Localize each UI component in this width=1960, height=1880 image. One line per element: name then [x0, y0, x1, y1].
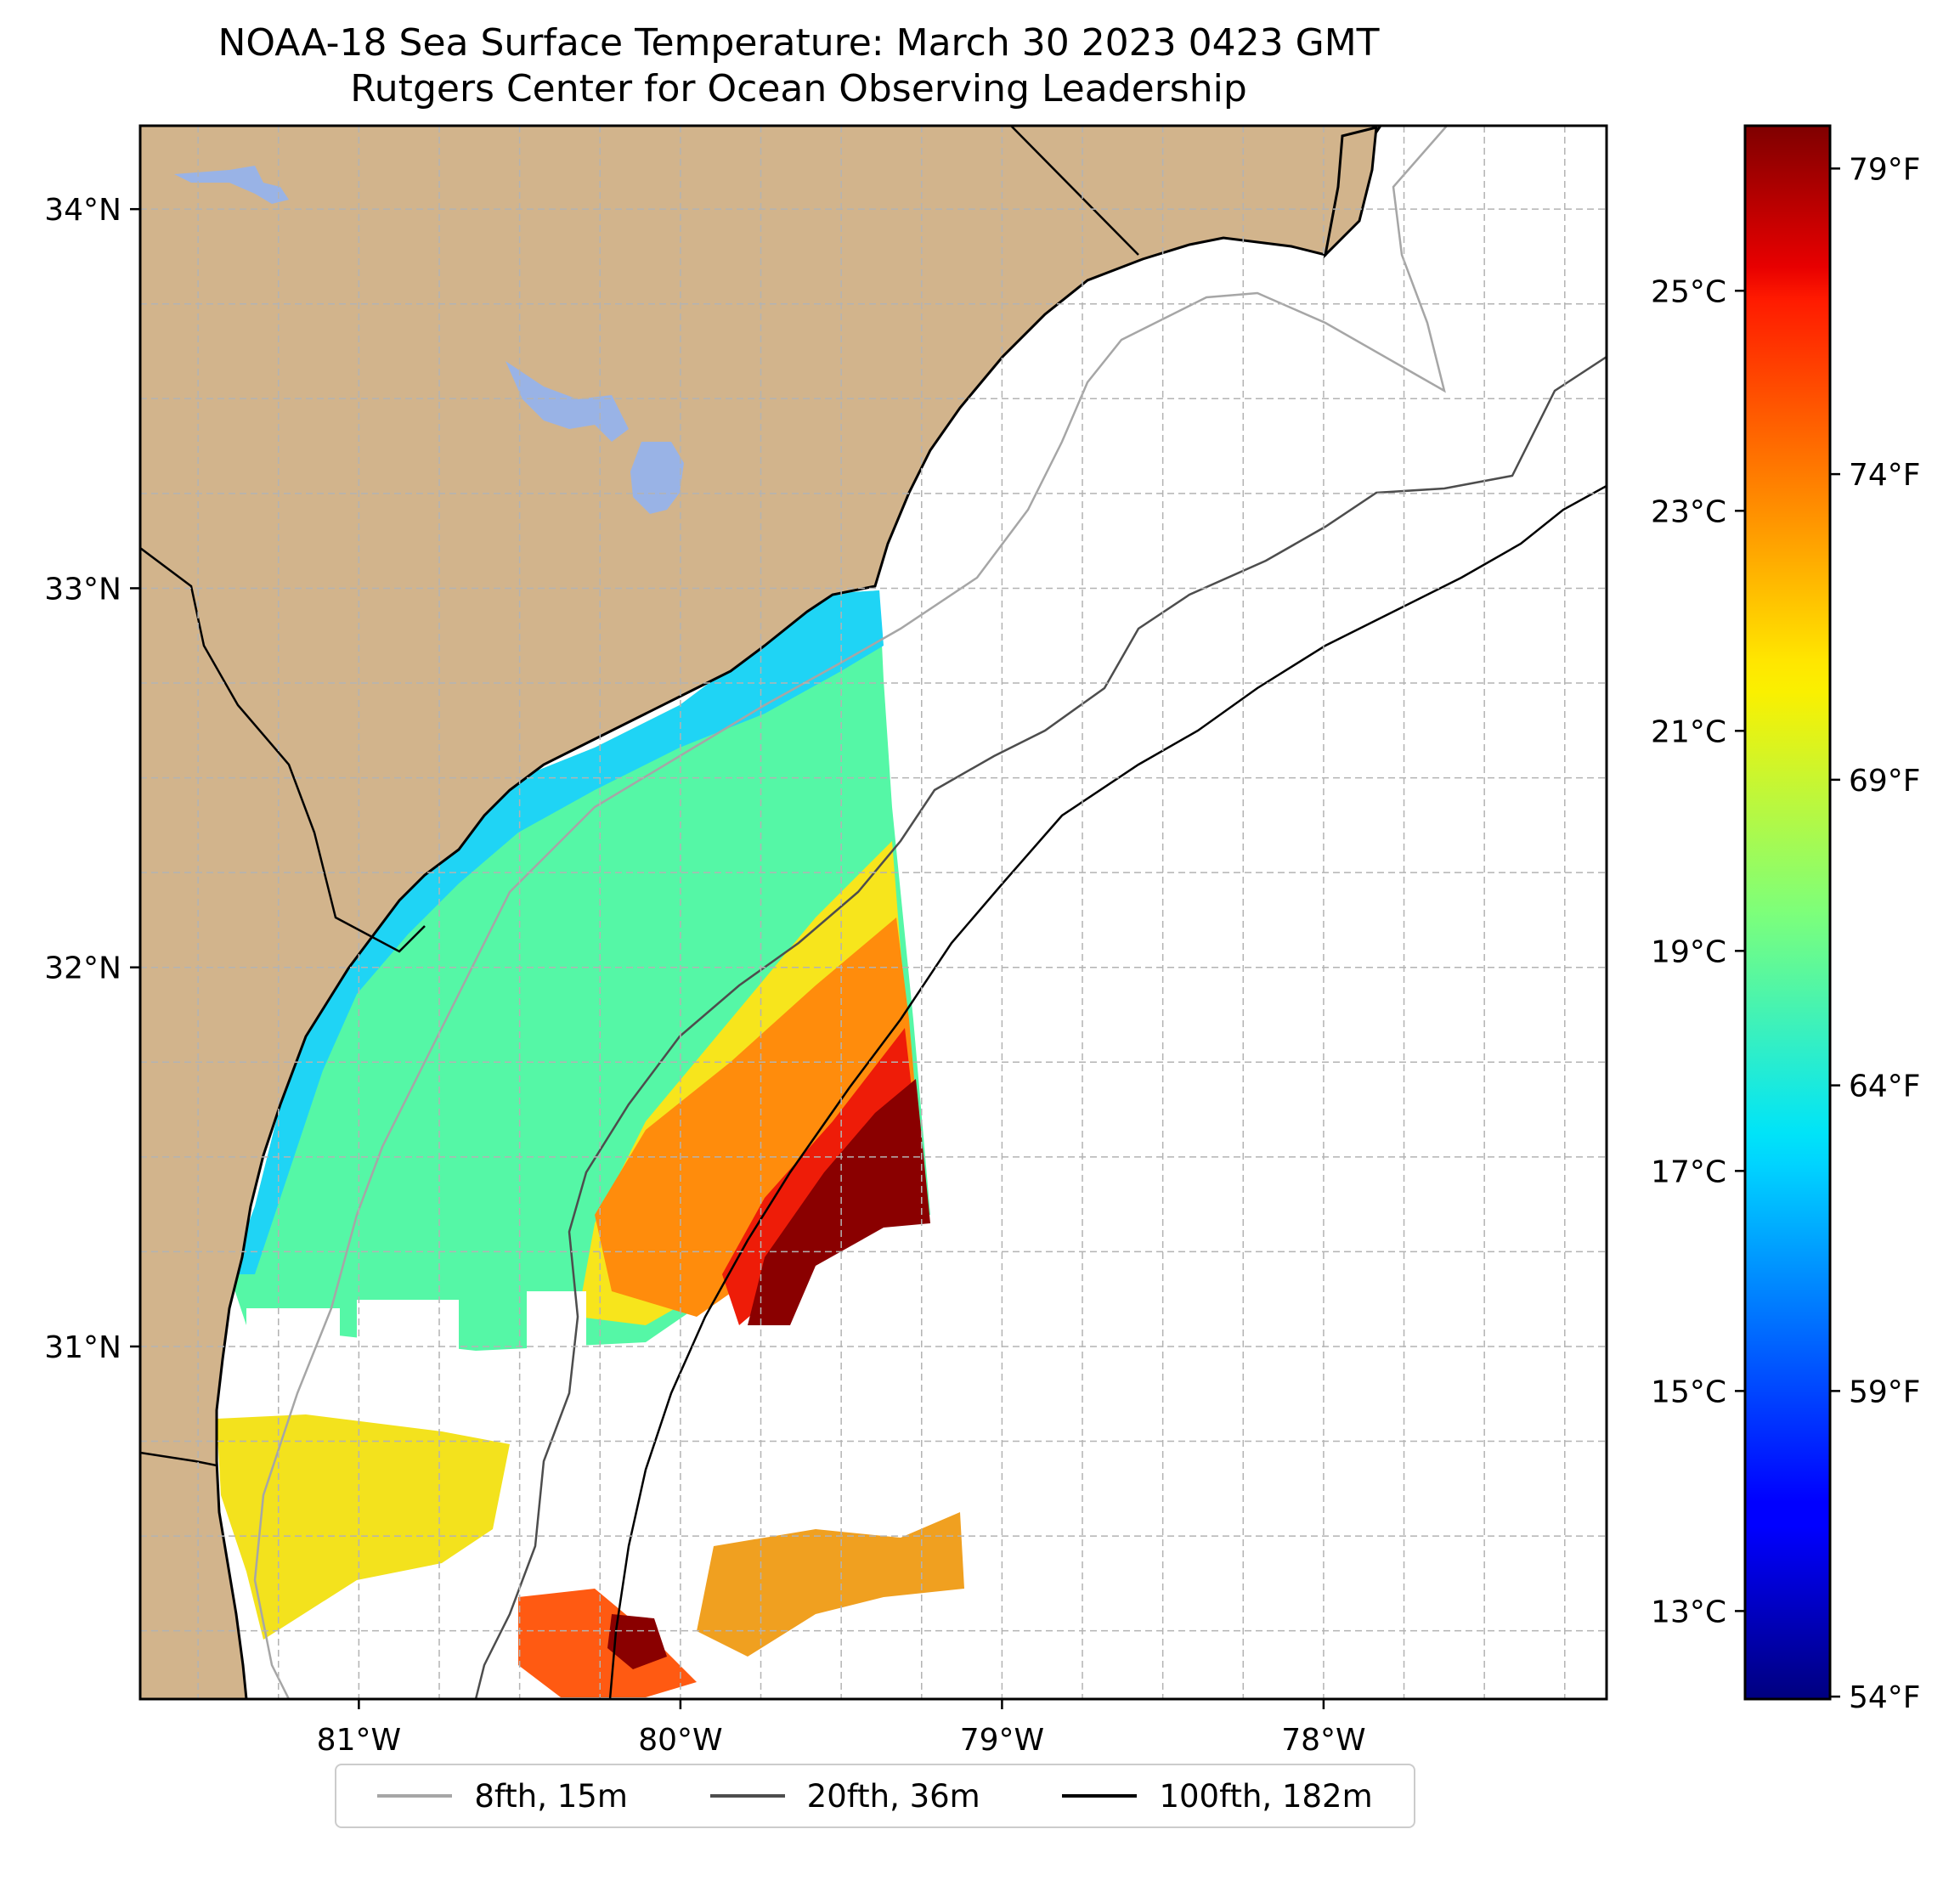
celsius-tick-label: 21°C: [1651, 714, 1726, 749]
legend-label: 100fth, 182m: [1159, 1777, 1373, 1815]
lon-tick-label: 81°W: [317, 1723, 401, 1758]
sst-southern-patch-1: [217, 1414, 510, 1640]
colorbar: [1743, 124, 1832, 1701]
lake-3: [630, 442, 684, 514]
sst-hot-core: [748, 1079, 930, 1325]
title-line-1: NOAA-18 Sea Surface Temperature: March 3…: [217, 21, 1380, 65]
isobath-20fth: [474, 355, 1607, 1699]
isobath-100fth: [608, 484, 1607, 1699]
legend-swatch: [709, 1794, 785, 1798]
sst-data: [217, 590, 964, 1699]
celsius-tick-label: 17°C: [1651, 1155, 1726, 1189]
celsius-tick-label: 25°C: [1651, 274, 1726, 309]
lake-1: [174, 166, 289, 204]
fahrenheit-tick-label: 69°F: [1849, 764, 1921, 799]
legend-label: 20fth, 36m: [806, 1777, 980, 1815]
lon-tick-label: 80°W: [638, 1723, 722, 1758]
lon-tick-label: 78°W: [1281, 1723, 1365, 1758]
celsius-tick-label: 23°C: [1651, 494, 1726, 529]
legend-item-20fth: 20fth, 36m: [709, 1777, 980, 1815]
fahrenheit-tick-label: 59°F: [1849, 1375, 1921, 1409]
lake-2: [506, 361, 629, 442]
map-frame: [138, 124, 1608, 1701]
fahrenheit-tick-label: 64°F: [1849, 1070, 1921, 1104]
lat-tick-label: 31°N: [44, 1330, 121, 1365]
map-title: NOAA-18 Sea Surface Temperature: March 3…: [0, 20, 1597, 112]
isobath-legend: 8fth, 15m 20fth, 36m 100fth, 182m: [335, 1764, 1415, 1828]
title-line-2: Rutgers Center for Ocean Observing Leade…: [350, 67, 1247, 110]
celsius-tick-label: 13°C: [1651, 1595, 1726, 1629]
fahrenheit-tick-label: 79°F: [1849, 152, 1921, 187]
legend-swatch: [1062, 1794, 1138, 1798]
state-border-sc-ga: [140, 547, 426, 953]
celsius-tick-label: 15°C: [1651, 1375, 1726, 1409]
fahrenheit-tick-label: 74°F: [1849, 458, 1921, 493]
lon-tick-label: 79°W: [960, 1723, 1044, 1758]
sst-gap-2: [357, 1300, 459, 1351]
latitude-ticks: 34°N 33°N 32°N 31°N: [44, 193, 140, 1365]
longitude-ticks: 81°W 80°W 79°W 78°W: [317, 1699, 1366, 1758]
legend-item-100fth: 100fth, 182m: [1062, 1777, 1373, 1815]
legend-item-8fth: 8fth, 15m: [377, 1778, 628, 1815]
sst-southern-patch-3: [518, 1589, 697, 1697]
colorbar-celsius-ticks: 25°C 23°C 21°C 19°C 17°C 15°C 13°C: [1651, 274, 1745, 1629]
land-north-tip: [1323, 126, 1378, 259]
state-border-nc-sc: [1010, 126, 1139, 256]
sst-gap-4: [357, 1589, 450, 1699]
lat-tick-label: 33°N: [44, 572, 121, 607]
fahrenheit-tick-label: 54°F: [1849, 1680, 1921, 1715]
state-border-ga-fl: [140, 1451, 217, 1467]
legend-swatch: [377, 1794, 453, 1798]
lat-tick-label: 34°N: [44, 193, 121, 228]
legend-label: 8fth, 15m: [474, 1777, 628, 1815]
celsius-tick-label: 19°C: [1651, 934, 1726, 969]
lat-tick-label: 32°N: [44, 951, 121, 986]
gridlines: [140, 126, 1607, 1699]
sst-southern-patch-2: [697, 1512, 964, 1657]
colorbar-fahrenheit-ticks: 79°F 74°F 69°F 64°F 59°F 54°F: [1830, 152, 1921, 1715]
sst-southern-core: [607, 1614, 667, 1669]
